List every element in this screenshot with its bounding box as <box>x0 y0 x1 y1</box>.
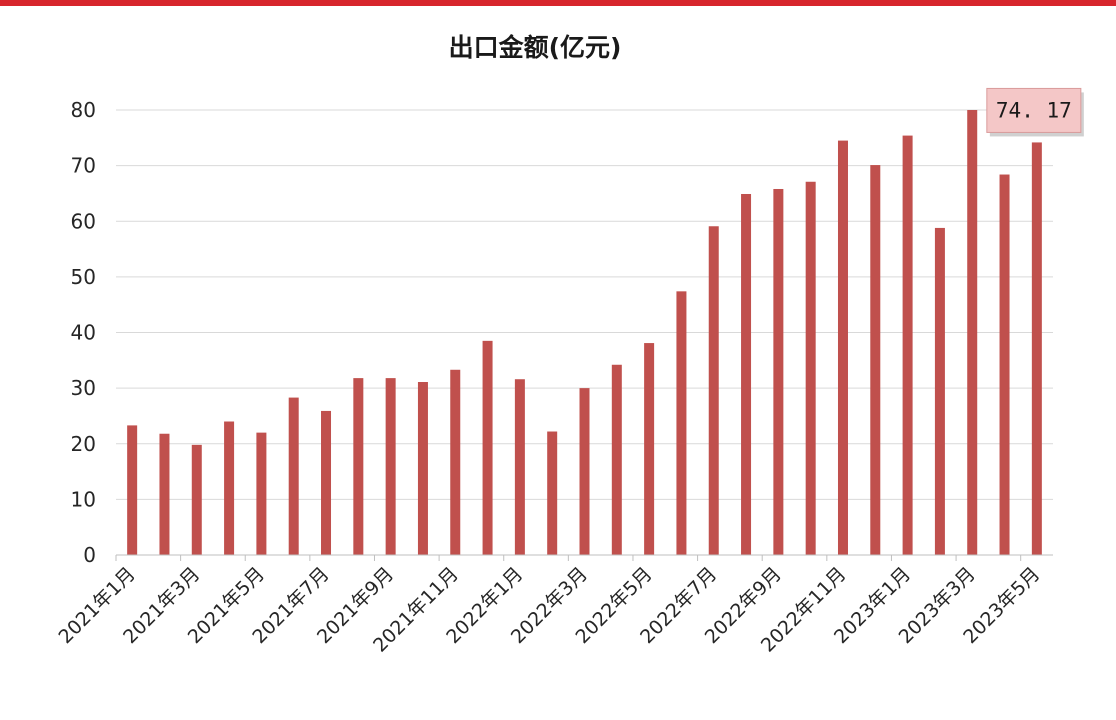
bar <box>417 382 428 555</box>
bar <box>385 378 396 555</box>
top-accent-bar <box>0 0 1116 6</box>
bar <box>708 226 719 555</box>
chart-title: 出口金额(亿元) <box>449 33 622 62</box>
bar <box>676 291 687 555</box>
bar <box>773 188 784 556</box>
y-axis-ticks: 0 10 20 30 40 50 60 70 80 <box>71 98 96 567</box>
callout-box <box>986 87 1082 133</box>
y-tick-label: 30 <box>71 376 96 400</box>
bar <box>837 140 848 555</box>
bar <box>870 165 881 555</box>
bar <box>1031 142 1042 555</box>
bar <box>482 340 493 555</box>
y-tick-label: 50 <box>71 265 96 289</box>
bar <box>741 193 752 555</box>
bar <box>967 110 978 555</box>
callout-label: 74. 17 <box>996 98 1072 122</box>
bar-series <box>127 110 1042 556</box>
bar <box>353 378 364 555</box>
bar <box>934 227 945 556</box>
y-tick-label: 70 <box>71 154 96 178</box>
y-tick-label: 60 <box>71 209 96 233</box>
y-tick-label: 0 <box>83 543 96 567</box>
bar <box>999 174 1010 555</box>
grid-lines <box>116 109 1053 500</box>
bar <box>902 135 913 555</box>
x-axis <box>115 554 1053 561</box>
y-tick-label: 10 <box>71 487 96 511</box>
bar <box>644 343 655 555</box>
bar <box>579 388 590 555</box>
x-axis-tick-labels: 2021年1月2021年3月2021年5月2021年7月2021年9月2021年… <box>55 563 1045 657</box>
bar <box>547 431 558 555</box>
bar <box>805 181 816 555</box>
bar <box>611 364 622 555</box>
y-tick-label: 20 <box>71 432 96 456</box>
bar <box>256 432 267 555</box>
bar <box>224 421 235 555</box>
value-callout: 74. 17 <box>986 87 1084 137</box>
bar <box>288 397 299 555</box>
bar <box>450 369 461 555</box>
bar <box>127 425 138 555</box>
bar <box>321 410 332 555</box>
bar <box>514 379 525 555</box>
bar <box>159 433 170 555</box>
y-tick-label: 40 <box>71 321 96 345</box>
bar <box>191 444 202 555</box>
y-tick-label: 80 <box>71 98 96 122</box>
